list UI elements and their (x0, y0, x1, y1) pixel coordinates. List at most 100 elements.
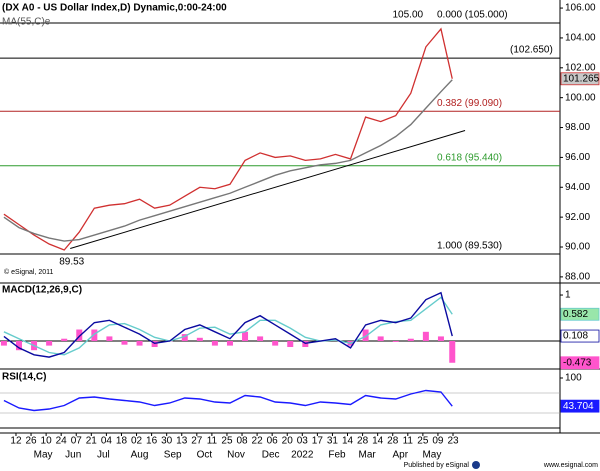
copyright: © eSignal, 2011 (4, 268, 54, 276)
y-tick-label: 106.00 (565, 3, 596, 14)
x-tick-label: 11 (207, 436, 218, 447)
x-tick-label: 31 (327, 436, 339, 447)
series-line (3, 291, 453, 358)
x-tick-label: 28 (387, 436, 399, 447)
y-tick-label: 102.00 (565, 62, 596, 73)
last-value-label: 43.704 (563, 401, 594, 412)
fib-label: 1.000 (89.530) (437, 241, 502, 252)
x-tick-label: 10 (41, 436, 53, 447)
x-tick-label: 22 (252, 436, 264, 447)
panel-title: RSI(14,C) (2, 372, 46, 383)
x-tick-label: 23 (447, 436, 459, 447)
last-value-box (560, 329, 600, 343)
histogram-bar (136, 341, 143, 346)
histogram-bar (196, 337, 203, 342)
x-tick-label: 06 (267, 436, 279, 447)
x-tick-label: 24 (56, 436, 68, 447)
x-tick-label: 16 (146, 436, 158, 447)
histogram-bar (377, 336, 384, 342)
histogram-bar (76, 329, 83, 342)
x-tick-label: 21 (86, 436, 98, 447)
histogram-bar (226, 341, 233, 346)
month-label: Aug (131, 450, 149, 461)
fib-label: (102.650) (510, 45, 553, 56)
month-label: Mar (358, 450, 376, 461)
histogram-bar (181, 334, 188, 342)
x-tick-label: 03 (297, 436, 309, 447)
trendline (70, 130, 466, 249)
histogram-bar (211, 341, 218, 346)
month-label: Jul (97, 450, 110, 461)
x-tick-label: 14 (372, 436, 384, 447)
x-tick-label: 30 (161, 436, 173, 447)
annotation: 89.53 (59, 257, 84, 268)
fib-label: 0.382 (99.090) (437, 98, 502, 109)
x-tick-label: 25 (221, 436, 233, 447)
last-value-label: -0.473 (563, 357, 592, 368)
last-value-label: 0.582 (563, 309, 588, 320)
y-tick-label: 104.00 (565, 33, 596, 44)
x-tick-label: 08 (236, 436, 248, 447)
last-value-label: 101.265 (563, 73, 600, 84)
logo (472, 461, 480, 469)
last-value-box (560, 307, 600, 321)
month-label: Dec (262, 450, 280, 461)
fib-label: 0.618 (95.440) (437, 152, 502, 163)
fib-label: 0.000 (105.000) (437, 10, 508, 21)
month-label: Nov (227, 450, 245, 461)
y-tick-label: 96.00 (565, 152, 590, 163)
y-tick-label: 90.00 (565, 242, 590, 253)
month-label: May (34, 450, 53, 461)
histogram-bar (449, 341, 456, 363)
histogram-bar (121, 341, 128, 345)
histogram-bar (106, 336, 113, 342)
month-label: Jun (65, 450, 81, 461)
histogram-bar (392, 341, 399, 342)
histogram-bar (287, 341, 294, 347)
url: www.esignal.com (543, 462, 598, 469)
histogram-bar (0, 341, 7, 346)
series-line (3, 79, 453, 242)
x-tick-label: 17 (312, 436, 324, 447)
plot-layer: 12 26 10 24 07 21 04 18 02 16 30 13 27 11 25 08 22 06 20 03… (0, 3, 600, 461)
histogram-bar (257, 336, 264, 342)
histogram-bar (362, 329, 369, 342)
x-tick-label: 26 (25, 436, 37, 447)
y-tick-label: 98.00 (565, 122, 590, 133)
x-tick-label: 13 (176, 436, 188, 447)
histogram-bar (242, 331, 249, 342)
last-value-box (560, 72, 600, 86)
month-label: 2022 (291, 450, 314, 461)
histogram-bar (61, 338, 68, 342)
x-tick-label: 27 (191, 436, 203, 447)
publisher: Published by eSignal (404, 462, 470, 469)
histogram-bar (407, 338, 414, 342)
y-tick-label: 88.00 (565, 272, 590, 283)
month-label: Oct (197, 450, 213, 461)
series-line (3, 296, 453, 356)
series-line (3, 389, 453, 412)
histogram-bar (91, 329, 98, 342)
x-tick-label: 12 (10, 436, 22, 447)
month-label: Apr (392, 450, 408, 461)
y-tick-label: 92.00 (565, 212, 590, 223)
chart-title: (DX A0 - US Dollar Index,D) Dynamic,0:00… (2, 3, 227, 14)
month-label: Feb (328, 450, 346, 461)
histogram-bar (46, 341, 53, 346)
x-tick-label: 11 (403, 436, 414, 447)
x-tick-label: 28 (357, 436, 369, 447)
last-value-box (560, 356, 600, 370)
panel-title: MACD(12,26,9,C) (2, 285, 82, 296)
y-tick-label: 1 (565, 290, 571, 301)
annotation: 105.00 (392, 10, 423, 21)
histogram-bar (15, 341, 22, 351)
series-line (3, 27, 453, 251)
x-tick-label: 20 (282, 436, 294, 447)
histogram-bar (437, 336, 444, 342)
x-tick-label: 18 (116, 436, 128, 447)
histogram-bar (422, 331, 429, 342)
month-label: May (422, 450, 441, 461)
